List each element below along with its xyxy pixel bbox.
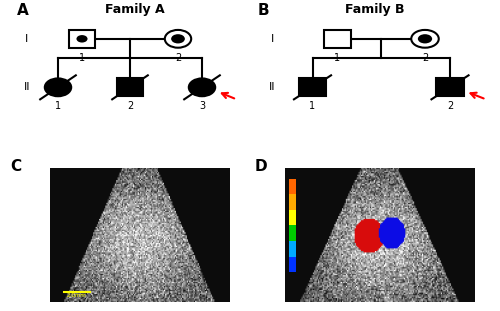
Text: II: II bbox=[269, 82, 276, 92]
Text: I: I bbox=[271, 34, 274, 44]
Bar bbox=[436, 78, 464, 96]
Text: 2: 2 bbox=[127, 101, 133, 111]
Circle shape bbox=[45, 78, 71, 96]
Text: B: B bbox=[258, 3, 269, 18]
Text: II: II bbox=[24, 82, 30, 92]
Text: 2: 2 bbox=[447, 101, 453, 111]
Bar bbox=[289, 257, 296, 272]
Bar bbox=[289, 179, 296, 194]
Text: I: I bbox=[25, 34, 28, 44]
Bar bbox=[289, 194, 296, 210]
Bar bbox=[289, 225, 296, 241]
Text: A: A bbox=[17, 3, 29, 18]
Text: 2.0mm: 2.0mm bbox=[66, 293, 86, 298]
Text: 1: 1 bbox=[55, 101, 61, 111]
Text: C: C bbox=[10, 159, 21, 174]
Circle shape bbox=[171, 34, 185, 44]
Text: D: D bbox=[255, 159, 268, 174]
Circle shape bbox=[76, 35, 88, 43]
Text: 1: 1 bbox=[310, 101, 316, 111]
Bar bbox=[69, 30, 95, 48]
Text: 2: 2 bbox=[175, 53, 181, 63]
Circle shape bbox=[189, 78, 215, 96]
Bar bbox=[289, 210, 296, 225]
Text: 3: 3 bbox=[199, 101, 205, 111]
Text: Family A: Family A bbox=[105, 3, 164, 16]
Text: 1: 1 bbox=[79, 53, 85, 63]
Bar bbox=[299, 78, 326, 96]
Circle shape bbox=[165, 30, 191, 48]
Text: 2: 2 bbox=[422, 53, 428, 63]
Bar bbox=[324, 30, 351, 48]
Bar bbox=[289, 241, 296, 257]
Circle shape bbox=[418, 34, 432, 44]
Text: 1: 1 bbox=[334, 53, 340, 63]
Text: Family B: Family B bbox=[345, 3, 405, 16]
Bar bbox=[117, 78, 143, 96]
Circle shape bbox=[411, 30, 439, 48]
